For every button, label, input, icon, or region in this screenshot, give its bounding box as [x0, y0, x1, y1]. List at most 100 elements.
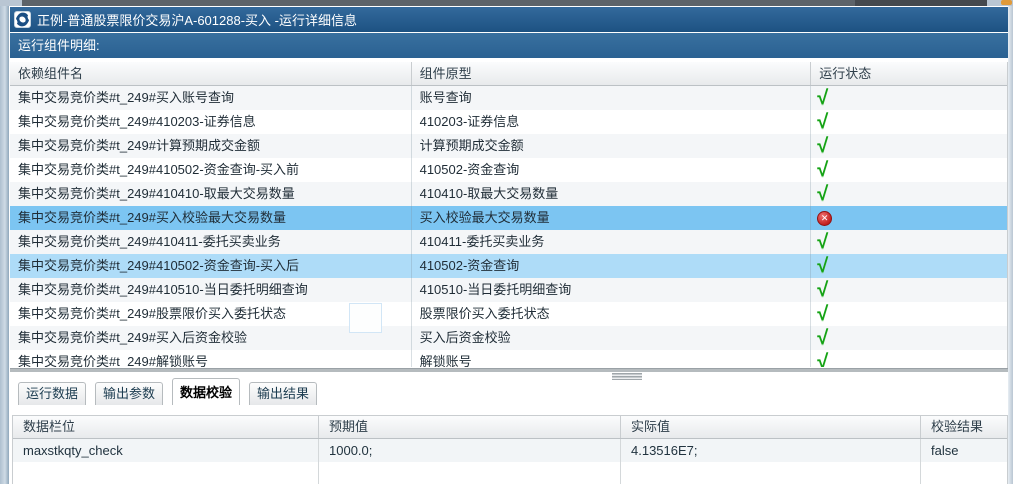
cell-run-status: √ [811, 326, 1007, 350]
tab-1[interactable]: 输出参数 [95, 382, 164, 405]
success-check-icon: √ [817, 135, 829, 157]
success-check-icon: √ [817, 279, 829, 301]
cell-run-status: √ [811, 350, 1007, 367]
background-window-edge [22, 0, 855, 6]
col-header-check-result[interactable]: 校验结果 [931, 419, 984, 434]
component-row[interactable]: 集中交易竞价类#t_249#买入账号查询 账号查询 √ [10, 86, 1007, 110]
validation-table: 数据栏位 预期值 实际值 校验结果 maxstkqty_check 1000.0;… [12, 415, 1008, 484]
success-check-icon: √ [817, 159, 829, 181]
component-row[interactable]: 集中交易竞价类#t_249#股票限价买入委托状态 股票限价买入委托状态 √ [10, 302, 1007, 326]
cell-prototype: 410502-资金查询 [412, 254, 812, 278]
cell-dependency-name: 集中交易竞价类#t_249#410502-资金查询-买入前 [10, 158, 412, 182]
run-detail-dialog: 正例-普通股票限价交易沪A-601288-买入 -运行详细信息 运行组件明细: … [0, 6, 1013, 484]
cell-prototype: 410203-证券信息 [412, 110, 812, 134]
cell-run-status: √ [811, 302, 1007, 326]
cell-dependency-name: 集中交易竞价类#t_249#股票限价买入委托状态 [10, 302, 412, 326]
success-check-icon: √ [817, 255, 829, 277]
cell-run-status: √ [811, 86, 1007, 110]
component-row[interactable]: 集中交易竞价类#t_249#410411-委托买卖业务 410411-委托买卖业务… [10, 230, 1007, 254]
cell-dependency-name: 集中交易竞价类#t_249#410411-委托买卖业务 [10, 230, 412, 254]
components-table-header: 依赖组件名 组件原型 运行状态 [10, 62, 1007, 86]
col-header-actual-value[interactable]: 实际值 [621, 416, 921, 438]
cell-prototype: 股票限价买入委托状态 [412, 302, 812, 326]
cell-dependency-name: 集中交易竞价类#t_249#410510-当日委托明细查询 [10, 278, 412, 302]
component-row[interactable]: 集中交易竞价类#t_249#解锁账号 解锁账号 √ [10, 350, 1007, 367]
success-check-icon: √ [817, 351, 829, 367]
background-app-icon [1001, 0, 1012, 5]
tab-0[interactable]: 运行数据 [18, 382, 87, 405]
cell-run-status: √ [811, 110, 1007, 134]
component-row[interactable]: 集中交易竞价类#t_249#410502-资金查询-买入前 410502-资金查询… [10, 158, 1007, 182]
cell-run-status: √ [811, 134, 1007, 158]
cell-data-field: maxstkqty_check [13, 439, 319, 462]
tab-strip: 运行数据 输出参数 数据校验 输出结果 [10, 378, 1008, 405]
component-row[interactable]: 集中交易竞价类#t_249#410502-资金查询-买入后 410502-资金查询… [10, 254, 1007, 278]
cell-dependency-name: 集中交易竞价类#t_249#解锁账号 [10, 350, 412, 367]
cell-prototype: 410410-取最大交易数量 [412, 182, 812, 206]
data-validation-panel: 数据栏位 预期值 实际值 校验结果 maxstkqty_check 1000.0;… [10, 405, 1008, 484]
window-right-border [1008, 6, 1013, 484]
background-window-edge-dark [855, 0, 987, 6]
cell-prototype: 410411-委托买卖业务 [412, 230, 812, 254]
horizontal-splitter[interactable] [10, 368, 1008, 380]
col-header-expected-value[interactable]: 预期值 [319, 416, 621, 438]
cell-prototype: 买入后资金校验 [412, 326, 812, 350]
empty-cell [13, 462, 319, 484]
validation-row[interactable]: maxstkqty_check 1000.0; 4.13516E7; false [13, 439, 1007, 462]
component-row[interactable]: 集中交易竞价类#t_249#买入校验最大交易数量 买入校验最大交易数量 ✕ [10, 206, 1007, 230]
col-header-run-status[interactable]: 运行状态 [819, 66, 872, 81]
cell-check-result: false [931, 443, 959, 458]
col-header-dependency-name[interactable]: 依赖组件名 [10, 62, 412, 85]
cell-run-status: √ [811, 254, 1007, 278]
col-header-prototype[interactable]: 组件原型 [412, 62, 812, 85]
cell-dependency-name: 集中交易竞价类#t_249#410410-取最大交易数量 [10, 182, 412, 206]
cell-dependency-name: 集中交易竞价类#t_249#买入校验最大交易数量 [10, 206, 412, 230]
component-row[interactable]: 集中交易竞价类#t_249#买入后资金校验 买入后资金校验 √ [10, 326, 1007, 350]
component-row[interactable]: 集中交易竞价类#t_249#计算预期成交金额 计算预期成交金额 √ [10, 134, 1007, 158]
desktop-top-strip [0, 0, 1013, 6]
tab-3[interactable]: 输出结果 [249, 382, 318, 405]
window-left-border [0, 6, 9, 484]
cell-prototype: 计算预期成交金额 [412, 134, 812, 158]
splitter-grip-icon [612, 373, 642, 380]
failure-x-icon: ✕ [817, 210, 833, 226]
cell-run-status: √ [811, 278, 1007, 302]
cell-dependency-name: 集中交易竞价类#t_249#买入后资金校验 [10, 326, 412, 350]
component-row[interactable]: 集中交易竞价类#t_249#410510-当日委托明细查询 410510-当日委托… [10, 278, 1007, 302]
tab-2[interactable]: 数据校验 [172, 378, 241, 405]
component-row[interactable]: 集中交易竞价类#t_249#410410-取最大交易数量 410410-取最大交易… [10, 182, 1007, 206]
col-header-data-field[interactable]: 数据栏位 [13, 416, 319, 438]
dialog-titlebar[interactable]: 正例-普通股票限价交易沪A-601288-买入 -运行详细信息 [10, 7, 1008, 32]
cell-actual-value: 4.13516E7; [621, 439, 921, 462]
component-row[interactable]: 集中交易竞价类#t_249#410203-证券信息 410203-证券信息 √ [10, 110, 1007, 134]
cell-expected-value: 1000.0; [319, 439, 621, 462]
cell-run-status: √ [811, 230, 1007, 254]
cell-dependency-name: 集中交易竞价类#t_249#计算预期成交金额 [10, 134, 412, 158]
components-table: 依赖组件名 组件原型 运行状态 集中交易竞价类#t_249#买入账号查询 账号查询… [10, 62, 1008, 368]
success-check-icon: √ [817, 327, 829, 349]
components-table-body: 集中交易竞价类#t_249#买入账号查询 账号查询 √ 集中交易竞价类#t_249#4… [10, 86, 1007, 367]
success-check-icon: √ [817, 87, 829, 109]
success-check-icon: √ [817, 303, 829, 325]
validation-table-header: 数据栏位 预期值 实际值 校验结果 [13, 416, 1007, 439]
tooltip-artifact [349, 303, 382, 333]
dialog-title: 正例-普通股票限价交易沪A-601288-买入 -运行详细信息 [37, 13, 357, 28]
success-check-icon: √ [817, 231, 829, 253]
cell-prototype: 账号查询 [412, 86, 812, 110]
section-label: 运行组件明细: [18, 38, 100, 53]
validation-empty-area [13, 462, 1007, 484]
cell-dependency-name: 集中交易竞价类#t_249#410502-资金查询-买入后 [10, 254, 412, 278]
cell-prototype: 410502-资金查询 [412, 158, 812, 182]
empty-cell [621, 462, 921, 484]
cell-prototype: 买入校验最大交易数量 [412, 206, 812, 230]
empty-cell [921, 462, 1007, 484]
empty-cell [319, 462, 621, 484]
cell-prototype: 解锁账号 [412, 350, 812, 367]
success-check-icon: √ [817, 183, 829, 205]
section-header: 运行组件明细: [10, 33, 1008, 58]
cell-dependency-name: 集中交易竞价类#t_249#410203-证券信息 [10, 110, 412, 134]
cell-run-status: √ [811, 158, 1007, 182]
app-logo-icon [14, 11, 31, 28]
validation-table-body: maxstkqty_check 1000.0; 4.13516E7; false [13, 439, 1007, 484]
